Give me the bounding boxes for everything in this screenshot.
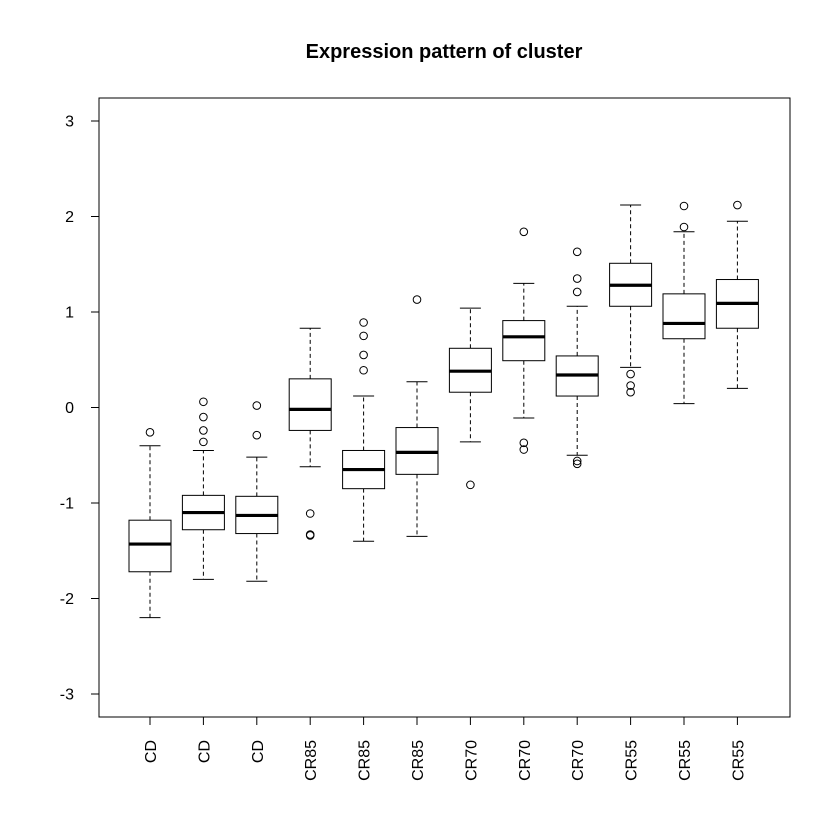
outlier-point — [679, 201, 689, 211]
outlier-point — [519, 445, 529, 454]
outlier-point — [519, 227, 529, 237]
box-9 — [555, 247, 599, 469]
outlier-point — [626, 387, 635, 397]
outlier-point — [679, 222, 689, 232]
box-5 — [342, 318, 386, 542]
x-tick-label: CR70 — [570, 740, 587, 781]
outlier-point — [305, 509, 315, 518]
chart-title: Expression pattern of cluster — [306, 41, 583, 63]
x-tick-label: CD — [143, 740, 160, 763]
x-tick-label: CR85 — [303, 740, 320, 781]
outlier-point — [305, 531, 315, 540]
y-tick-label: -1 — [60, 496, 74, 513]
outlier-point — [199, 437, 208, 447]
box-rect — [662, 293, 706, 340]
x-tick-label: CR85 — [357, 740, 374, 781]
box-1 — [128, 428, 172, 619]
box-rect — [128, 519, 172, 573]
x-tick-label: CR55 — [624, 740, 641, 781]
y-tick-label: 1 — [65, 305, 74, 322]
y-tick-label: -2 — [60, 591, 74, 608]
y-tick-label: 2 — [65, 209, 74, 226]
outlier-point — [412, 295, 422, 304]
x-axis: CD CD CD CR85 CR85 CR85 CR70 CR70 CR70 CR55 CR55 CR… — [143, 716, 747, 781]
outlier-point — [626, 381, 635, 390]
box-10 — [609, 204, 653, 397]
x-tick-label: CR85 — [410, 740, 427, 781]
box-8 — [502, 227, 546, 454]
y-tick-label: 0 — [65, 400, 74, 417]
x-tick-label: CD — [196, 740, 213, 763]
outlier-point — [199, 412, 208, 422]
outlier-point — [572, 247, 582, 257]
plot-frame — [98, 97, 791, 718]
outlier-point — [572, 459, 582, 469]
x-tick-label: CR55 — [730, 740, 747, 781]
boxes-group — [128, 200, 759, 619]
outlier-point — [572, 274, 582, 283]
outlier-point — [252, 401, 262, 410]
outlier-point — [626, 369, 635, 379]
outlier-point — [733, 200, 742, 210]
outlier-point — [466, 480, 475, 490]
box-3 — [235, 401, 279, 582]
outlier-point — [359, 331, 368, 341]
box-6 — [395, 295, 439, 537]
box-4 — [288, 327, 332, 540]
outlier-point — [199, 397, 208, 407]
box-2 — [181, 397, 225, 580]
x-tick-label: CD — [250, 740, 267, 763]
y-tick-label: -3 — [60, 687, 74, 704]
box-rect — [288, 378, 332, 431]
box-rect — [502, 320, 546, 362]
outlier-point — [199, 426, 208, 435]
box-7 — [448, 307, 492, 490]
x-tick-label: CR55 — [677, 740, 694, 781]
outlier-point — [145, 428, 155, 437]
outlier-point — [359, 365, 368, 375]
outlier-point — [572, 287, 582, 297]
outlier-point — [519, 438, 529, 448]
outlier-point — [572, 456, 582, 466]
y-axis: -3 -2 -1 0 1 2 3 — [60, 114, 100, 704]
outlier-point — [252, 430, 262, 440]
y-tick-label: 3 — [65, 114, 74, 131]
outlier-point — [359, 318, 368, 327]
x-tick-label: CR70 — [517, 740, 534, 781]
box-12 — [715, 200, 759, 389]
outlier-point — [359, 350, 368, 360]
box-11 — [662, 201, 706, 405]
x-tick-label: CR70 — [463, 740, 480, 781]
